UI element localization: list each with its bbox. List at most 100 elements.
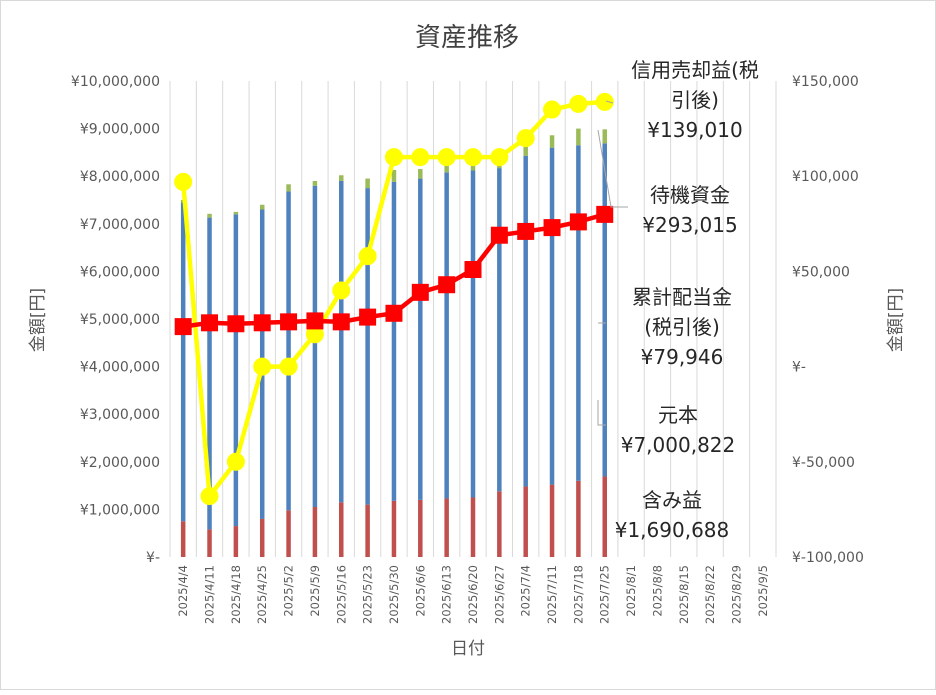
line-point	[226, 452, 245, 471]
x-tick: 2025/8/29	[729, 565, 743, 624]
line-point	[227, 315, 245, 333]
line-point	[279, 357, 298, 376]
x-tick: 2025/7/4	[519, 565, 533, 617]
x-tick: 2025/8/1	[624, 565, 638, 617]
line-point	[358, 247, 377, 266]
y-tick-right: ¥100,000	[792, 169, 859, 185]
data-label: (税引後)	[644, 315, 720, 339]
bar-segment	[444, 498, 449, 557]
x-tick: 2025/5/9	[308, 565, 322, 617]
line-point	[516, 129, 535, 148]
x-tick: 2025/5/23	[361, 565, 375, 624]
bar-segment	[286, 184, 291, 192]
bar-segment	[312, 185, 318, 508]
line-point	[464, 260, 482, 278]
bar-segment	[339, 502, 344, 557]
x-tick: 2025/4/25	[255, 565, 269, 624]
x-tick: 2025/5/16	[334, 565, 348, 624]
x-tick: 2025/5/30	[387, 565, 401, 624]
data-label: ¥293,015	[642, 213, 737, 237]
bar-segment	[312, 507, 318, 557]
line-point	[411, 148, 430, 167]
bar-segment	[391, 500, 397, 557]
x-tick: 2025/4/11	[203, 565, 217, 624]
bar-segment	[470, 170, 476, 498]
bar-segment	[339, 175, 344, 181]
line-point	[385, 304, 403, 322]
bar-segment	[444, 172, 449, 499]
data-label: 引後)	[671, 88, 719, 112]
bar-segment	[207, 213, 212, 218]
bar-segment	[470, 497, 476, 557]
x-tick: 2025/4/4	[176, 565, 190, 617]
bar-segment	[444, 165, 449, 173]
leader-line	[597, 400, 606, 426]
line-point	[464, 148, 482, 167]
bar-segment	[523, 486, 528, 557]
y-tick-right: ¥-50,000	[792, 455, 855, 471]
y-tick-left: ¥7,000,000	[80, 217, 160, 233]
bar-segment	[523, 146, 528, 156]
bar-segment	[418, 178, 423, 500]
leader-line	[597, 129, 628, 208]
data-label: ¥1,690,688	[615, 518, 730, 542]
x-tick: 2025/7/18	[571, 565, 585, 624]
y-tick-right: ¥150,000	[792, 74, 859, 90]
x-tick: 2025/6/27	[492, 565, 506, 624]
bar-segment	[418, 499, 423, 557]
bar-segment	[497, 491, 502, 557]
x-tick: 2025/6/13	[440, 565, 454, 624]
line-point	[253, 357, 272, 376]
line-point	[543, 219, 561, 237]
line-point	[332, 313, 350, 331]
bar-segment	[602, 129, 607, 144]
y-tick-left: ¥2,000,000	[80, 455, 160, 471]
bar-segment	[497, 168, 502, 492]
line-point	[411, 283, 429, 301]
bar-segment	[523, 155, 528, 487]
line-point	[490, 226, 508, 244]
y-tick-left: ¥1,000,000	[80, 502, 160, 518]
bar-segment	[470, 161, 476, 171]
data-label: ¥139,010	[647, 118, 742, 142]
bar-segment	[233, 526, 239, 557]
line-point	[595, 92, 614, 111]
x-tick: 2025/4/18	[229, 565, 243, 624]
y-tick-left: ¥5,000,000	[80, 312, 160, 328]
bar-segment	[602, 476, 607, 557]
y-tick-left: ¥10,000,000	[71, 74, 160, 90]
line-point	[490, 148, 509, 167]
line-point	[543, 100, 562, 119]
bar-segment	[339, 180, 344, 503]
bar-segment	[549, 135, 555, 148]
bar-segment	[576, 128, 581, 146]
y-tick-left: ¥4,000,000	[80, 360, 160, 376]
y-axis-title-right: 金額[円]	[886, 288, 906, 352]
line-point	[280, 313, 298, 331]
x-tick: 2025/8/15	[677, 565, 691, 624]
line-point	[437, 148, 456, 167]
y-tick-right: ¥-100,000	[792, 550, 864, 566]
y-tick-left: ¥9,000,000	[80, 122, 160, 138]
bar-segment	[233, 211, 239, 215]
line-point	[332, 281, 351, 300]
bar-segment	[391, 170, 397, 182]
line-point	[596, 205, 614, 223]
y-tick-left: ¥6,000,000	[80, 264, 160, 280]
bar-segment	[259, 204, 265, 210]
bar-segment	[365, 504, 370, 557]
bar-segment	[391, 181, 397, 501]
bar-segment	[602, 143, 607, 477]
line-point	[174, 172, 193, 191]
data-label: 含み益	[642, 488, 702, 512]
x-tick: 2025/7/25	[598, 565, 612, 624]
x-tick: 2025/6/6	[413, 565, 427, 617]
bar-segment	[286, 510, 291, 557]
x-axis-title: 日付	[451, 639, 485, 659]
x-tick: 2025/8/8	[650, 565, 664, 617]
x-tick: 2025/9/5	[756, 565, 770, 617]
bar-segment	[365, 178, 370, 189]
y-tick-left: ¥8,000,000	[80, 169, 160, 185]
